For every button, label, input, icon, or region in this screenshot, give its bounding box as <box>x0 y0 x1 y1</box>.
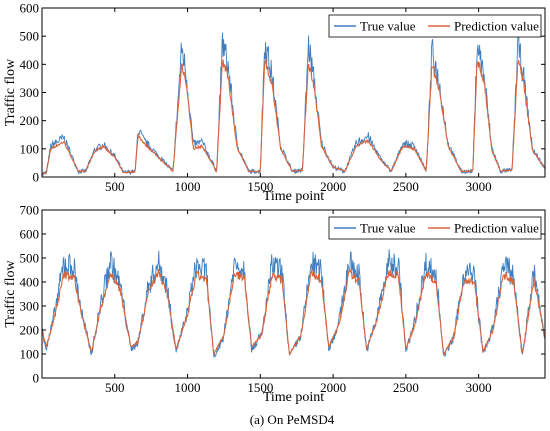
y-tick-label: 500 <box>20 251 40 266</box>
y-tick-label: 400 <box>20 57 40 72</box>
y-tick-label: 0 <box>33 371 40 386</box>
y-tick-label: 600 <box>20 1 40 16</box>
y-axis-label: Traffic flow <box>3 259 18 327</box>
x-tick-label: 2000 <box>320 380 346 395</box>
x-axis-label: Time point <box>263 390 324 405</box>
y-tick-label: 100 <box>20 141 40 156</box>
y-tick-label: 700 <box>20 203 40 218</box>
y-axis-label: Traffic flow <box>3 58 18 126</box>
y-tick-label: 300 <box>20 85 40 100</box>
x-tick-label: 500 <box>105 179 125 194</box>
legend-label-true-value: True value <box>360 221 416 236</box>
x-tick-label: 2500 <box>393 179 419 194</box>
y-tick-label: 200 <box>20 113 40 128</box>
chart-panel-top: 0 100 200 300 400 500 600 500 1000 1500 2000 2500 30… <box>3 1 546 204</box>
x-tick-label: 2500 <box>393 380 419 395</box>
y-tick-label: 400 <box>20 275 40 290</box>
series-line-prediction-value <box>41 268 546 357</box>
y-tick-label: 300 <box>20 299 40 314</box>
x-axis-label: Time point <box>263 189 324 204</box>
plot-frame <box>41 209 546 379</box>
legend: True value Prediction value <box>328 14 542 38</box>
legend-label-true-value: True value <box>360 19 416 34</box>
series-line-prediction-value <box>41 58 546 176</box>
figure-caption: (a) On PeMSD4 <box>250 412 335 427</box>
series-line-true-value <box>41 30 546 177</box>
x-tick-label: 500 <box>105 380 125 395</box>
legend: True value Prediction value <box>328 216 542 240</box>
x-tick-label: 3000 <box>466 179 492 194</box>
y-tick-label: 600 <box>20 227 40 242</box>
legend-label-prediction-value: Prediction value <box>454 19 539 34</box>
x-tick-label: 1000 <box>175 380 201 395</box>
legend-label-prediction-value: Prediction value <box>454 221 539 236</box>
x-tick-label: 3000 <box>466 380 492 395</box>
x-tick-label: 1500 <box>247 380 273 395</box>
chart-panel-bottom: 0 100 200 300 400 500 600 700 500 1000 1500 2000 250… <box>3 203 546 405</box>
x-tick-label: 1500 <box>247 179 273 194</box>
y-tick-label: 500 <box>20 29 40 44</box>
series-line-true-value <box>41 249 546 358</box>
x-tick-label: 1000 <box>175 179 201 194</box>
y-tick-label: 100 <box>20 347 40 362</box>
y-tick-label: 0 <box>33 170 40 185</box>
x-tick-label: 2000 <box>320 179 346 194</box>
y-tick-label: 200 <box>20 323 40 338</box>
